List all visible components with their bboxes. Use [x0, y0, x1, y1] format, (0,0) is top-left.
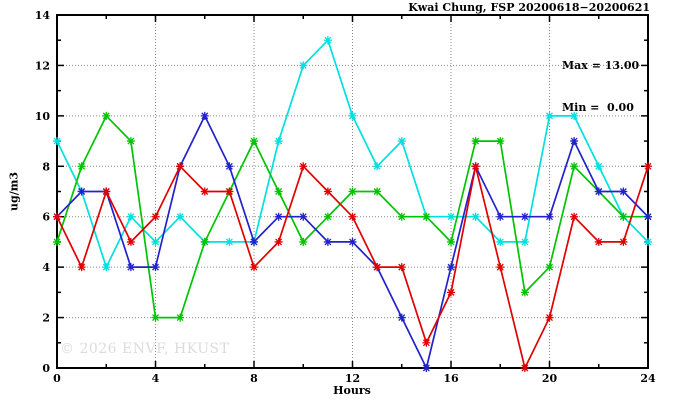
watermark-text: © 2026 ENVF, HKUST — [60, 341, 230, 357]
svg-text:8: 8 — [250, 372, 258, 385]
svg-text:6: 6 — [42, 211, 50, 224]
svg-text:16: 16 — [443, 372, 459, 385]
min-value-label: Min = 0.00 — [562, 101, 634, 114]
svg-text:0: 0 — [53, 372, 61, 385]
y-axis-label: ug/m3 — [7, 172, 21, 211]
svg-text:24: 24 — [640, 372, 656, 385]
svg-text:10: 10 — [35, 110, 51, 123]
svg-text:0: 0 — [42, 362, 50, 375]
svg-text:14: 14 — [35, 9, 51, 22]
svg-text:8: 8 — [42, 160, 50, 173]
svg-text:12: 12 — [35, 59, 50, 72]
max-min-annotation: Max = 13.00 Min = 0.00 — [562, 31, 639, 143]
svg-text:2: 2 — [42, 312, 50, 325]
chart-title: Kwai Chung, FSP 20200618−20200621 — [408, 1, 650, 14]
svg-text:12: 12 — [345, 372, 360, 385]
x-axis-label: Hours — [333, 384, 371, 397]
svg-text:4: 4 — [152, 372, 160, 385]
max-value-label: Max = 13.00 — [562, 59, 640, 72]
svg-text:20: 20 — [542, 372, 558, 385]
svg-text:4: 4 — [42, 261, 50, 274]
